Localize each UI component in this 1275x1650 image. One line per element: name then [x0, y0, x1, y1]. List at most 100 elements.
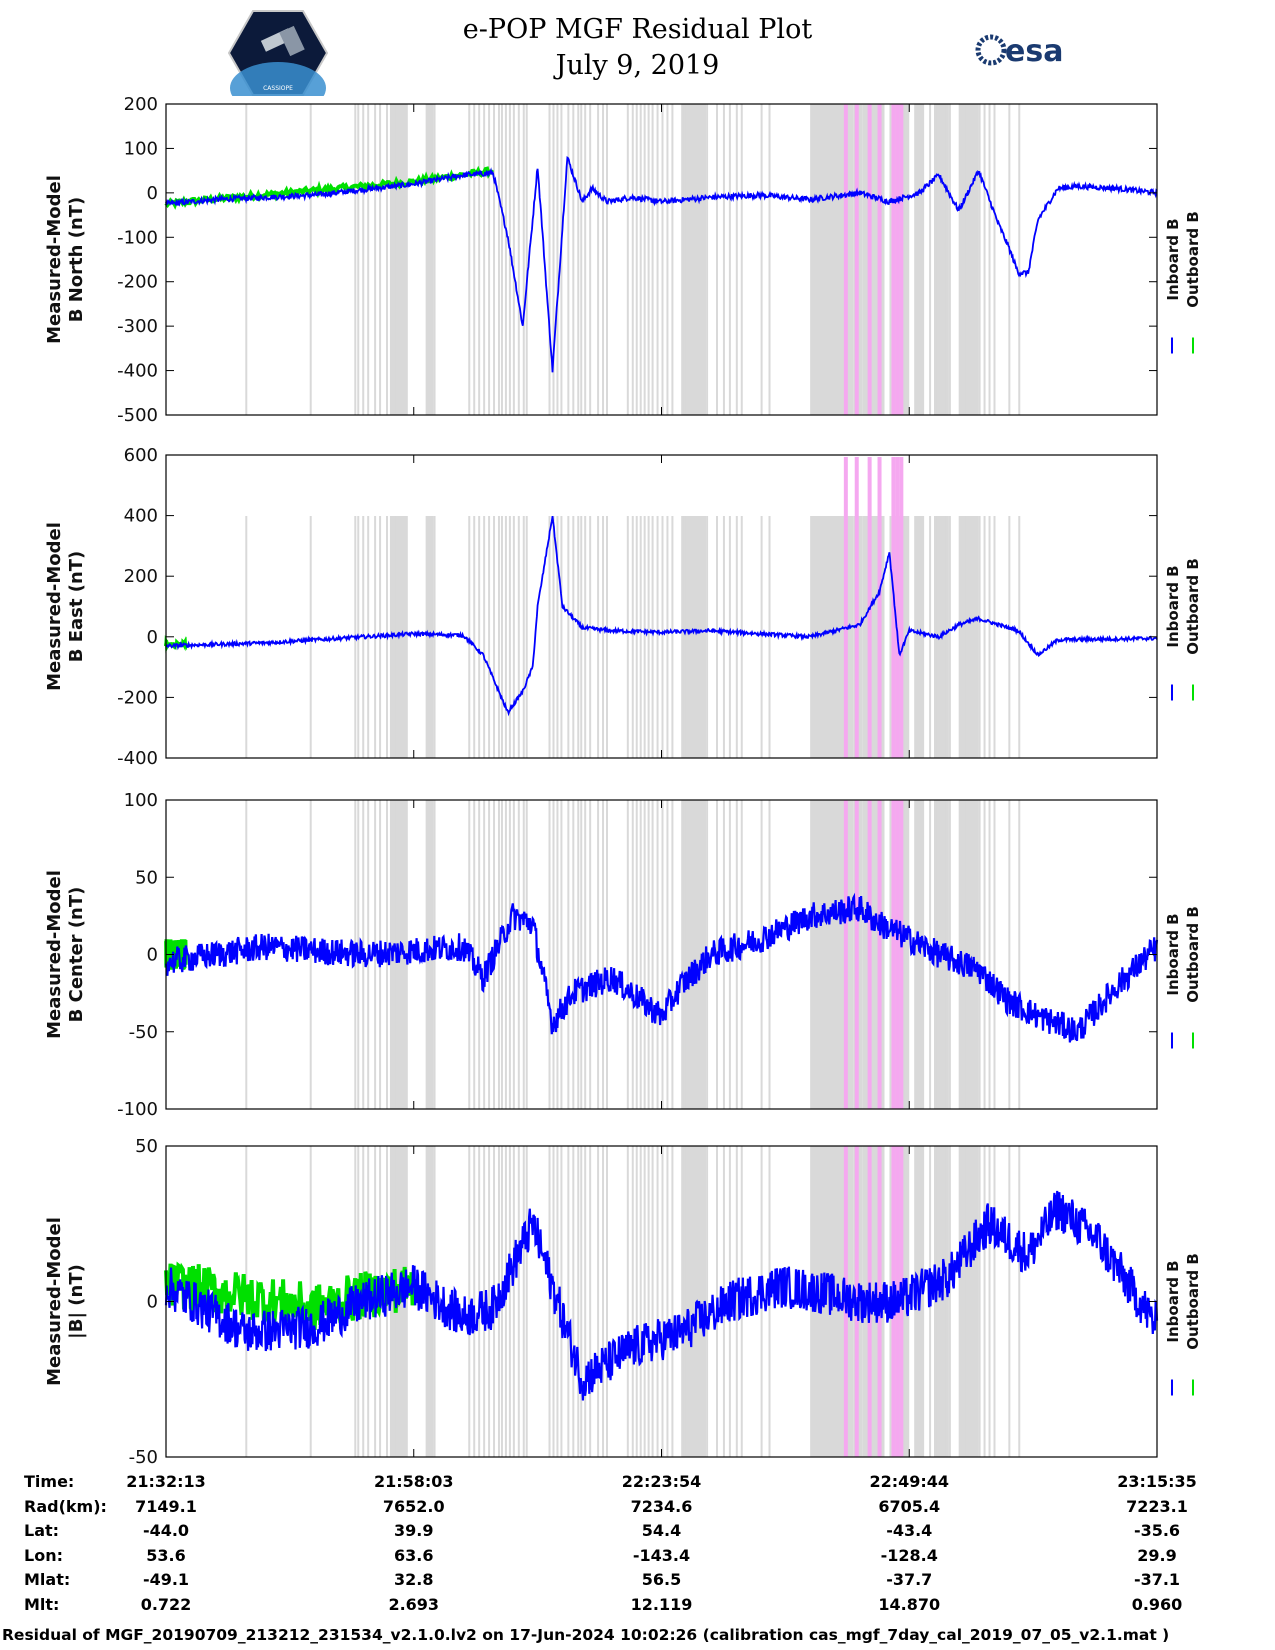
gray-band-thin	[512, 800, 515, 1109]
table-row-label: Lon:	[24, 1545, 63, 1565]
pink-band	[854, 457, 859, 758]
gray-band-thin	[473, 800, 476, 1109]
title-line-2: July 9, 2019	[555, 50, 720, 81]
gray-band-thin	[548, 104, 551, 415]
gray-band-thin	[362, 516, 365, 758]
gray-band	[963, 1146, 979, 1457]
gray-band-thin	[651, 516, 654, 758]
gray-band-thin	[934, 104, 937, 415]
gray-band-thin	[508, 1146, 511, 1457]
gray-band-thin	[389, 800, 392, 1109]
gray-band-thin	[693, 104, 696, 415]
gray-band-thin	[639, 1146, 642, 1457]
gray-band-thin	[635, 800, 638, 1109]
gray-band-thin	[693, 516, 696, 758]
esa-logo-text: esa	[1005, 34, 1063, 69]
gray-band-thin	[631, 516, 634, 758]
table-cell: 0.960	[1131, 1594, 1183, 1614]
gray-band-thin	[978, 1146, 981, 1457]
gray-band-thin	[483, 1146, 486, 1457]
gray-band-thin	[525, 1146, 528, 1457]
gray-band-thin	[560, 104, 563, 415]
legend-inboard-label: Inboard B	[1164, 565, 1182, 647]
gray-band-thin	[671, 516, 674, 758]
y-tick-label: 200	[124, 566, 158, 587]
pink-band	[843, 457, 848, 758]
gray-band-thin	[716, 516, 719, 758]
gray-band-thin	[525, 104, 528, 415]
gray-band-thin	[651, 800, 654, 1109]
chart-panel-3: 100 50 0 -50 -100 Measured-ModelB Center (nT)…	[44, 790, 1202, 1120]
gray-band-thin	[685, 800, 688, 1109]
gray-band-thin	[656, 800, 659, 1109]
y-tick-label: 0	[147, 1292, 158, 1313]
y-tick-label: 0	[147, 627, 158, 648]
gray-band-thin	[577, 1146, 580, 1457]
gray-band-thin	[635, 516, 638, 758]
gray-band-thin	[943, 1146, 946, 1457]
y-tick-label: 50	[135, 867, 158, 888]
gray-band-thin	[512, 516, 515, 758]
gray-band-thin	[606, 800, 609, 1109]
gray-band-thin	[468, 516, 471, 758]
gray-band-thin	[584, 516, 587, 758]
table-cell: 53.6	[146, 1545, 186, 1565]
gray-band-thin	[473, 1146, 476, 1457]
series-inboard-line	[164, 892, 1159, 1043]
y-tick-label: -400	[117, 748, 158, 769]
gray-band-thin	[560, 1146, 563, 1457]
y-tick-label: -300	[117, 316, 158, 337]
gray-band-thin	[589, 516, 592, 758]
table-row-label: Rad(km):	[24, 1496, 107, 1516]
legend-inboard-label: Inboard B	[1164, 913, 1182, 995]
table-cell: 39.9	[394, 1521, 434, 1540]
pink-band	[891, 457, 896, 758]
gray-band-thin	[643, 1146, 646, 1457]
gray-band-thin	[760, 104, 763, 415]
gray-band-thin	[548, 516, 551, 758]
gray-band-thin	[548, 1146, 551, 1457]
table-cell: 32.8	[394, 1570, 434, 1589]
gray-band-thin	[508, 800, 511, 1109]
gray-band	[958, 800, 967, 1109]
gray-band-thin	[958, 516, 961, 758]
gray-band-thin	[968, 516, 971, 758]
gray-band-thin	[635, 104, 638, 415]
table-row: Rad(km): 7149.1 7652.0 7234.6 6705.4 7223.1	[0, 1497, 1275, 1521]
gray-band-thin	[666, 104, 669, 415]
gray-band-thin	[602, 104, 605, 415]
table-cell: 6705.4	[878, 1496, 941, 1516]
gray-band-thin	[689, 516, 692, 758]
table-cell: 7223.1	[1126, 1496, 1188, 1516]
gray-band-thin	[889, 800, 892, 1109]
gray-band-thin	[580, 1146, 583, 1457]
gray-band-thin	[943, 516, 946, 758]
y-axis-label: Measured-ModelB Center (nT)	[44, 870, 87, 1039]
y-axis-label: Measured-ModelB North (nT)	[44, 175, 87, 344]
gray-band-thin	[497, 516, 500, 758]
gray-band	[958, 104, 967, 415]
gray-band-thin	[483, 516, 486, 758]
gray-band-thin	[522, 516, 525, 758]
table-cell: 0.722	[140, 1594, 192, 1614]
gray-band	[963, 516, 979, 758]
gray-band-thin	[768, 800, 771, 1109]
gray-band-thin	[606, 104, 609, 415]
gray-band-thin	[504, 516, 507, 758]
table-cell: -35.6	[1133, 1521, 1181, 1540]
table-cell: -44.0	[142, 1521, 190, 1540]
y-tick-label: 100	[124, 790, 158, 811]
table-cell: 21:58:03	[373, 1472, 454, 1491]
pink-band	[877, 104, 882, 415]
gray-band-thin	[666, 800, 669, 1109]
gray-band-thin	[740, 516, 743, 758]
gray-band-thin	[504, 104, 507, 415]
gray-band-thin	[735, 104, 738, 415]
legend: Inboard B Outboard B	[1164, 558, 1202, 701]
gray-band-thin	[693, 800, 696, 1109]
gray-band-thin	[478, 104, 481, 415]
legend: Inboard B Outboard B	[1164, 906, 1202, 1049]
gray-band-thin	[597, 1146, 600, 1457]
y-tick-label: -100	[117, 1099, 158, 1120]
